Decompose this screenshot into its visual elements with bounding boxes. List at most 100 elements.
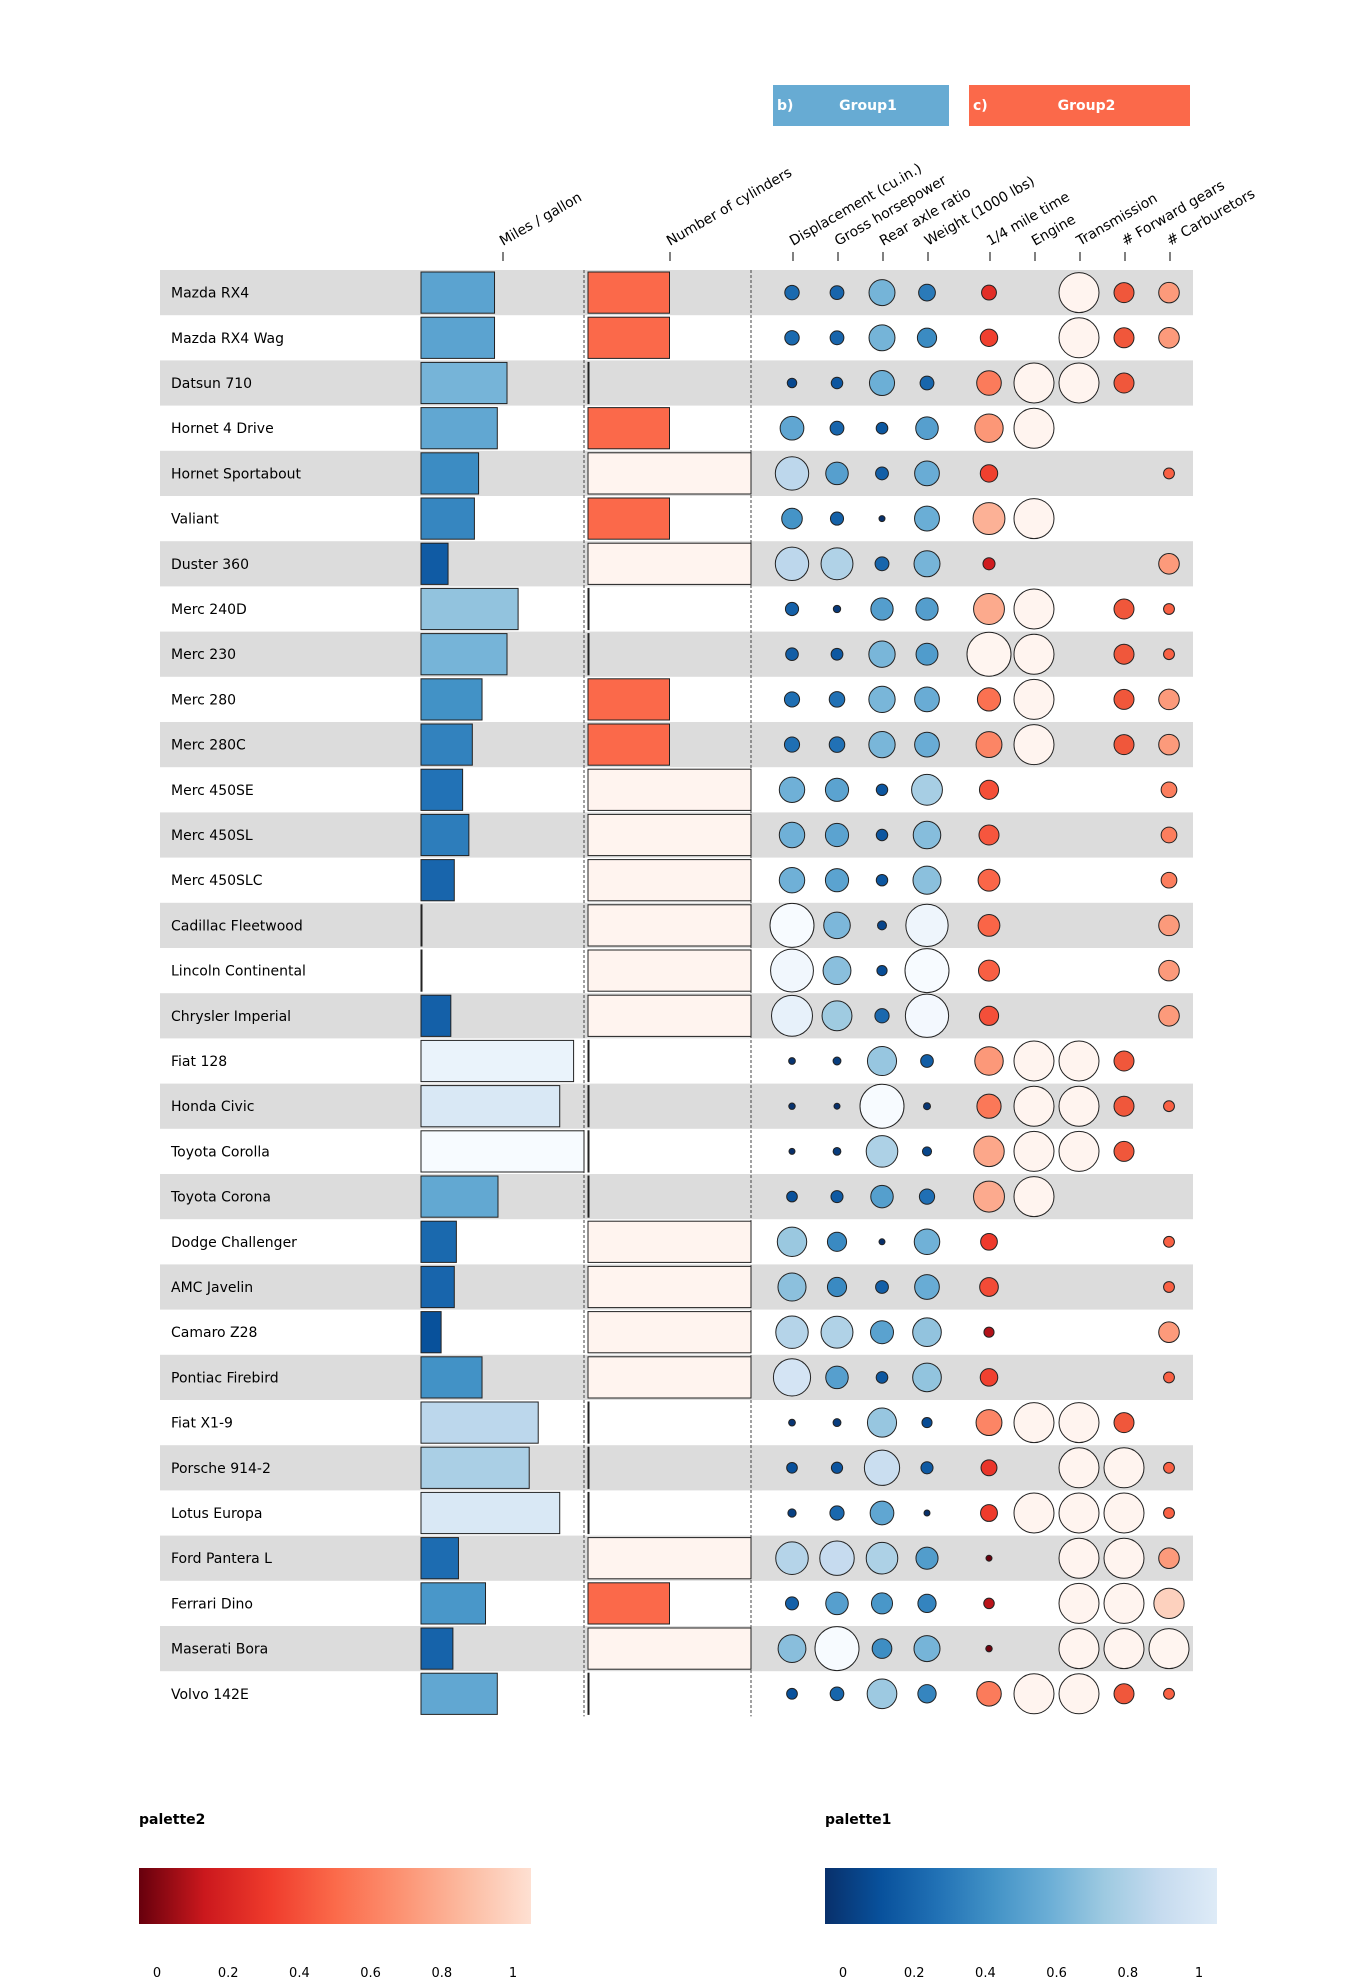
cylinders-bar xyxy=(587,723,670,766)
am-circle xyxy=(1058,1040,1100,1082)
disp-circle xyxy=(779,415,805,441)
qsec-circle xyxy=(974,1046,1004,1076)
disp-circle xyxy=(777,1634,807,1663)
mpg-bar xyxy=(420,1265,455,1309)
wt-circle xyxy=(914,1274,940,1300)
gear-circle xyxy=(1103,1492,1145,1534)
mpg-bar xyxy=(420,1130,585,1173)
wt-circle xyxy=(916,327,938,348)
group-tag: b) xyxy=(777,98,793,114)
drat-circle xyxy=(870,1320,894,1345)
wt-circle xyxy=(912,1317,942,1348)
mpg-bar xyxy=(420,1311,442,1354)
drat-circle xyxy=(870,1592,894,1615)
carb-circle xyxy=(1163,648,1175,661)
mpg-bar xyxy=(420,497,475,540)
qsec-circle xyxy=(974,413,1004,443)
qsec-circle xyxy=(975,1409,1003,1437)
wt-circle xyxy=(914,505,940,532)
qsec-circle xyxy=(982,557,996,571)
disp-circle xyxy=(786,377,798,389)
mpg-bar xyxy=(420,1627,454,1670)
disp-circle xyxy=(769,902,815,948)
vs-circle xyxy=(1013,1176,1055,1218)
drat-circle xyxy=(877,920,887,931)
qsec-circle xyxy=(981,284,997,301)
cylinders-bar xyxy=(587,1672,590,1715)
drat-circle xyxy=(878,515,886,523)
cylinders-bar xyxy=(587,1446,590,1489)
wt-circle xyxy=(915,642,939,666)
cylinders-bar xyxy=(587,1039,590,1083)
wt-circle xyxy=(912,820,942,850)
mpg-bar xyxy=(420,542,449,585)
drat-circle xyxy=(868,685,896,714)
mpg-bar xyxy=(420,316,496,359)
row-label: Pontiac Firebird xyxy=(171,1370,279,1386)
vs-circle xyxy=(1013,1492,1055,1534)
gear-circle xyxy=(1113,1140,1135,1162)
wt-circle xyxy=(913,1635,941,1663)
drat-circle xyxy=(875,783,889,797)
qsec-circle xyxy=(977,868,1001,892)
cylinders-bar xyxy=(587,904,752,947)
am-circle xyxy=(1058,317,1100,359)
drat-circle xyxy=(871,1638,893,1659)
wt-circle xyxy=(923,1102,931,1111)
row-label: Datsun 710 xyxy=(171,376,252,392)
qsec-circle xyxy=(973,1135,1005,1168)
gear-circle xyxy=(1113,1412,1135,1434)
vs-circle xyxy=(1013,407,1055,449)
gear-circle xyxy=(1113,1050,1135,1072)
hp-circle xyxy=(814,1626,860,1672)
disp-circle xyxy=(785,647,799,662)
disp-circle xyxy=(774,546,810,581)
wt-circle xyxy=(904,948,950,994)
cylinders-bar xyxy=(587,678,670,721)
legend-tick-label: 1 xyxy=(509,1966,517,1981)
row-label: Hornet Sportabout xyxy=(171,466,302,482)
hp-circle xyxy=(829,330,845,346)
hp-circle xyxy=(822,956,852,986)
drat-circle xyxy=(868,279,896,307)
carb-circle xyxy=(1163,1687,1175,1700)
cylinders-bar xyxy=(587,407,670,450)
hp-circle xyxy=(829,285,845,300)
drat-circle xyxy=(875,1280,889,1294)
cylinders-bar xyxy=(587,1401,590,1444)
gear-circle xyxy=(1113,688,1135,710)
drat-circle xyxy=(869,1500,895,1526)
legend-title: palette2 xyxy=(139,1812,205,1828)
hp-circle xyxy=(820,1315,854,1349)
carb-circle xyxy=(1163,1507,1175,1519)
qsec-circle xyxy=(978,779,1000,800)
wt-circle xyxy=(917,1684,937,1704)
hp-circle xyxy=(830,1461,844,1474)
hp-circle xyxy=(824,868,850,893)
row-label: Duster 360 xyxy=(171,557,249,573)
hp-circle xyxy=(825,1591,849,1616)
am-circle xyxy=(1058,1447,1100,1489)
wt-circle xyxy=(913,550,941,578)
gear-circle xyxy=(1113,372,1135,394)
gear-circle xyxy=(1113,1095,1135,1117)
hp-circle xyxy=(833,1102,841,1110)
wt-circle xyxy=(915,597,939,621)
mpg-bar xyxy=(420,633,508,676)
hp-circle xyxy=(819,1540,855,1576)
cylinders-bar xyxy=(587,768,752,811)
disp-circle xyxy=(788,1147,796,1155)
vs-circle xyxy=(1013,1085,1055,1127)
row-label: Merc 450SLC xyxy=(171,873,263,889)
row-label: Camaro Z28 xyxy=(171,1325,257,1341)
qsec-circle xyxy=(973,593,1005,625)
qsec-circle xyxy=(985,1554,993,1562)
legend-title: palette1 xyxy=(825,1812,891,1828)
wt-circle xyxy=(914,731,940,758)
cylinders-bar xyxy=(587,994,752,1037)
legend-tick-label: 0.8 xyxy=(431,1966,452,1981)
qsec-circle xyxy=(980,1459,998,1477)
hp-circle xyxy=(828,691,846,708)
row-label: Porsche 914-2 xyxy=(171,1461,271,1477)
